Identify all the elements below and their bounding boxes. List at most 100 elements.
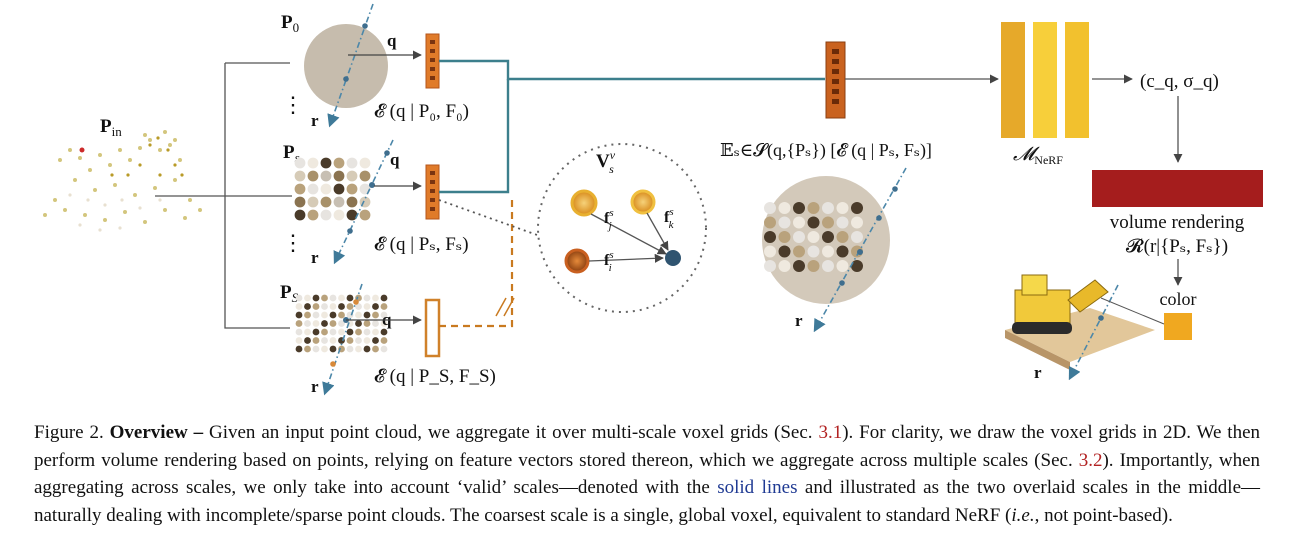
output-label: (c_q, σ_q) — [1140, 71, 1219, 92]
voxel-overlay — [764, 245, 776, 258]
voxel-pS — [355, 303, 362, 310]
voxel-ps — [294, 209, 306, 221]
mnerf-label: 𝓜NeRF — [1013, 144, 1063, 167]
voxel-pS — [295, 328, 303, 336]
voxel-overlay — [822, 216, 834, 229]
voxel-pS — [363, 320, 371, 327]
voxel-overlay — [793, 245, 805, 258]
voxel-ps — [359, 170, 371, 182]
voxel-pS — [304, 320, 311, 327]
zoom-connector — [438, 199, 541, 237]
voxel-pS — [329, 294, 337, 302]
caption-part3: ). Importantly, when aggregating across … — [34, 449, 1260, 499]
voxel-zoom-circle: Vv s fs j fs k fs i — [537, 143, 707, 313]
ref-sec-3-1[interactable]: 3.1 — [818, 422, 843, 443]
volume-rendering-block — [1092, 170, 1263, 207]
voxel-pS — [363, 345, 371, 353]
caption-part2: ). For clarity, we draw the voxel grids … — [34, 422, 1261, 471]
voxel-pS — [312, 311, 320, 319]
voxel-overlay — [764, 231, 776, 243]
voxel-pS — [295, 337, 303, 344]
voxel-ps — [333, 196, 345, 208]
voxel-pS — [380, 320, 388, 327]
voxel-pS — [380, 303, 388, 310]
p0-label: P0 — [281, 12, 299, 35]
voxel-pS — [380, 345, 388, 353]
figure-caption: Figure 2. Overview – Given an input poin… — [34, 419, 1260, 529]
expectation-label: 𝔼ₛ∈𝓢(q,{Pₛ}) [𝓔 (q | Pₛ, Fₛ)] — [720, 140, 932, 161]
caption-part1: Given an input point cloud, we aggregate… — [203, 422, 819, 443]
voxel-pS — [363, 303, 371, 310]
scale-ps: Ps q ⋮ r — [282, 142, 400, 267]
voxel-pS — [363, 337, 371, 344]
voxel-overlay — [836, 231, 849, 243]
r-label-p0: r — [311, 111, 319, 130]
voxel-overlay — [836, 216, 849, 229]
voxel-ps — [333, 183, 345, 195]
voxel-ps — [294, 196, 306, 208]
voxel-ps — [320, 170, 332, 182]
pS-label: PS — [280, 282, 299, 305]
voxel-overlay — [764, 202, 776, 214]
voxel-pS — [355, 337, 362, 344]
voxel-ps — [346, 196, 358, 208]
q-label-p0: q — [387, 31, 397, 50]
voxel-pS — [338, 320, 345, 327]
voxel-pS — [372, 320, 379, 327]
voxel-pS — [355, 345, 362, 353]
voxel-pS — [338, 294, 345, 302]
voxel-overlay — [793, 260, 805, 272]
voxel-ps — [333, 209, 345, 221]
voxel-ps — [333, 170, 345, 182]
voxel-overlay — [793, 231, 805, 243]
voxel-pS — [304, 345, 311, 353]
voxel-overlay — [836, 260, 849, 272]
voxel-pS — [329, 328, 337, 336]
voxel-pS — [321, 303, 328, 310]
ps-label: Ps — [283, 142, 300, 165]
voxel-pS — [372, 328, 379, 336]
voxel-pS — [329, 303, 337, 310]
r-label-render: r — [1034, 363, 1042, 382]
voxel-ps — [320, 196, 332, 208]
voxel-pS — [329, 345, 337, 353]
voxel-pS — [372, 294, 379, 302]
voxel-pS — [312, 303, 320, 310]
voxel-overlay — [807, 260, 820, 272]
voxel-pS — [295, 294, 303, 302]
voxel-ps — [294, 183, 306, 195]
voxel-ps — [307, 209, 319, 221]
voxel-pS — [312, 345, 320, 353]
scale-pS: PS q r — [280, 282, 392, 396]
voxel-pS — [346, 337, 354, 344]
voxel-pS — [321, 320, 328, 327]
voxel-pS — [321, 328, 328, 336]
ref-sec-3-2[interactable]: 3.2 — [1078, 449, 1103, 471]
fi-label: fs i — [604, 249, 614, 274]
voxel-overlay — [778, 202, 791, 214]
voxel-pS — [304, 303, 311, 310]
voxel-pS — [355, 311, 362, 319]
voxel-pS — [372, 311, 379, 319]
voxel-pS — [346, 328, 354, 336]
voxel-ps — [307, 157, 319, 169]
voxel-overlay — [807, 231, 820, 243]
voxel-ps — [359, 209, 371, 221]
voxel-overlay — [836, 245, 849, 258]
voxel-pS — [363, 311, 371, 319]
voxel-pS — [295, 320, 303, 327]
voxel-pS — [380, 328, 388, 336]
query-arrows — [346, 50, 422, 325]
voxel-overlay — [807, 245, 820, 258]
voxel-pS — [321, 294, 328, 302]
voxel-overlay — [793, 202, 805, 214]
voxel-ps — [307, 196, 319, 208]
caption-title: Overview – — [109, 422, 204, 443]
fk-label: fs k — [664, 206, 675, 231]
voxel-pS — [312, 328, 320, 336]
voxel-ps — [307, 183, 319, 195]
voxel-pS — [295, 303, 303, 310]
caption-part5: , not point-based). — [1034, 504, 1173, 526]
input-point-cloud — [43, 130, 202, 232]
voxel-pS — [304, 328, 311, 336]
